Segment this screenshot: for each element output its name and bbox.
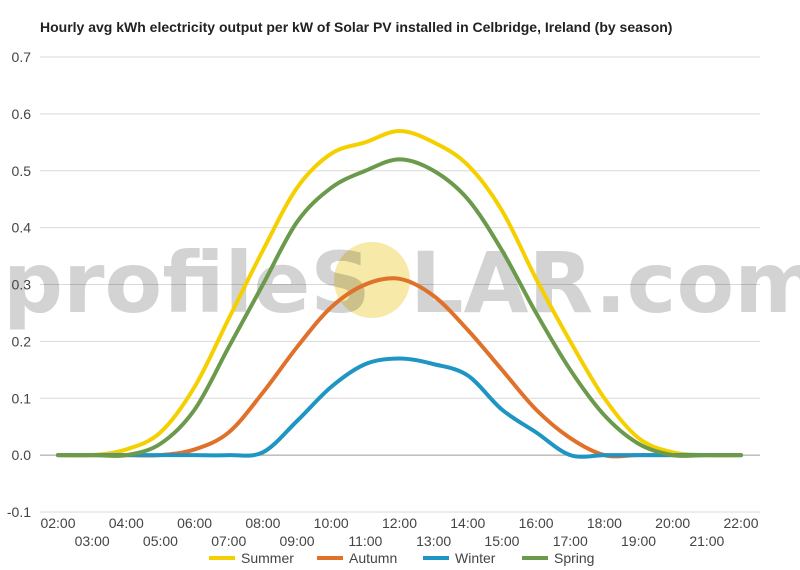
watermark-text-left: profileS	[3, 234, 371, 332]
x-tick-label: 12:00	[382, 515, 417, 531]
y-tick-label: 0.1	[12, 390, 32, 406]
x-tick-label: 16:00	[519, 515, 554, 531]
series-line-summer	[56, 128, 743, 458]
x-tick-label: 14:00	[450, 515, 485, 531]
y-tick-label: -0.1	[7, 504, 31, 520]
y-tick-label: 0.4	[12, 220, 32, 236]
x-tick-label: 19:00	[621, 533, 656, 549]
x-tick-label: 04:00	[109, 515, 144, 531]
x-tick-label: 18:00	[587, 515, 622, 531]
legend-label: Spring	[554, 550, 594, 566]
x-tick-label: 13:00	[416, 533, 451, 549]
y-tick-label: 0.2	[12, 333, 32, 349]
x-tick-label: 15:00	[484, 533, 519, 549]
series-line-winter	[56, 356, 743, 459]
y-tick-label: 0.0	[12, 447, 32, 463]
watermark-text-right: LAR.com	[410, 234, 800, 332]
legend: Summer Autumn Winter Spring	[209, 550, 594, 566]
legend-label: Winter	[455, 550, 496, 566]
series-line-spring	[56, 157, 743, 458]
y-axis: -0.1 0.0 0.1 0.2 0.3 0.4 0.5 0.6 0.7	[7, 49, 31, 520]
y-tick-label: 0.7	[12, 49, 32, 65]
x-tick-label: 06:00	[177, 515, 212, 531]
x-tick-label: 08:00	[245, 515, 280, 531]
chart-title: Hourly avg kWh electricity output per kW…	[40, 19, 673, 35]
x-tick-label: 05:00	[143, 533, 178, 549]
x-tick-label: 02:00	[40, 515, 75, 531]
x-tick-label: 20:00	[655, 515, 690, 531]
x-tick-label: 11:00	[348, 533, 382, 549]
x-tick-label: 21:00	[689, 533, 724, 549]
x-tick-label: 10:00	[314, 515, 349, 531]
y-tick-label: 0.5	[12, 163, 32, 179]
x-tick-label: 07:00	[211, 533, 246, 549]
series-lines	[56, 128, 743, 459]
legend-label: Autumn	[349, 550, 397, 566]
x-tick-label: 22:00	[723, 515, 758, 531]
x-tick-label: 03:00	[75, 533, 110, 549]
x-tick-label: 09:00	[280, 533, 315, 549]
y-tick-label: 0.6	[12, 106, 32, 122]
x-tick-label: 17:00	[553, 533, 588, 549]
y-tick-label: 0.3	[12, 277, 32, 293]
watermark: profileS LAR.com	[3, 234, 800, 332]
legend-label: Summer	[241, 550, 294, 566]
